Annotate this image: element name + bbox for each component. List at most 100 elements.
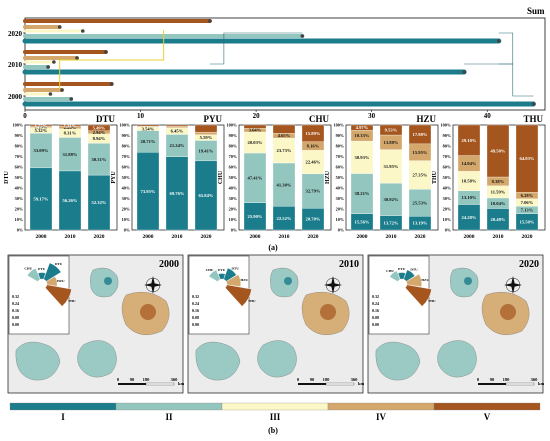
stack-label-THU-2000-V: 29.10% (462, 138, 477, 143)
radial-label-2010-THU: THU (248, 299, 256, 303)
stack-label-CHU-2000-I: 25.90% (248, 214, 263, 219)
radial-tick-2010-4: 0.00 (192, 322, 199, 327)
stack-seg-CHU-2020-V (301, 124, 325, 142)
sum-xtick-20: 20 (253, 112, 261, 120)
panel-ytick-CHU-3: 30% (229, 196, 237, 201)
panel-ytick-THU-10: 100% (441, 123, 451, 128)
panel-ytick-HZU-9: 90% (336, 133, 344, 138)
map-region-2000-2 (90, 267, 119, 298)
panel-ytick-THU-8: 80% (443, 144, 451, 149)
sum-bar-end-2020-III (80, 29, 85, 33)
radial-tick-2010-1: 0.24 (192, 301, 199, 306)
panel-xtick-PYU-2020: 2020 (201, 234, 212, 240)
panel-ytick-DTU-10: 100% (13, 123, 23, 128)
panel-ytick-PYU-8: 80% (122, 144, 130, 149)
map-hotspot-2000 (140, 304, 156, 320)
panel-ytick-HZU-1: 10% (336, 217, 344, 222)
radial-sector-2000-THU (45, 284, 72, 307)
scale-tick-2000-0: 0 (117, 377, 120, 382)
stack-label-CHU-2020-III: 22.46% (306, 160, 321, 165)
stack-label-PYU-2000-III: 3.54% (142, 126, 155, 131)
panel-xtick-THU-2000: 2000 (464, 234, 475, 240)
stack-seg-PYU-2020-IV (194, 131, 218, 135)
scale-tick-2020-2: 180 (503, 377, 511, 382)
panel-ytick-DTU-7: 70% (15, 154, 23, 159)
stack-label-DTU-2020-II: 30.31% (92, 157, 107, 162)
scale-tick-2020-3: 360 (531, 377, 539, 382)
stack-seg-THU-2010-V (486, 124, 510, 178)
stack-label-DTU-2000-II: 33.09% (34, 148, 49, 153)
panel-ytick-THU-0: 0% (445, 228, 451, 233)
sum-bar-end-2000-II (69, 97, 74, 101)
radial-label-2020-CHU: CHU (386, 269, 394, 273)
stack-seg-HZU-2010-V (379, 124, 403, 136)
radial-tick-2000-0: 0.32 (12, 294, 19, 299)
panel-ytick-THU-1: 10% (443, 217, 451, 222)
stack-label-HZU-2020-II: 25.53% (413, 200, 428, 205)
legend-swatch-II (115, 402, 223, 411)
panel-ytick-HZU-5: 50% (336, 175, 344, 180)
panel-ytick-THU-3: 30% (443, 196, 451, 201)
radial-sector-2020-PYU (397, 272, 406, 280)
sum-bar-end-2020-II (300, 34, 305, 38)
stack-label-PYU-2000-I: 73.95% (141, 189, 156, 194)
stack-label-DTU-2000-III: 5.32% (35, 128, 48, 133)
radial-sector-2020-HZU (406, 273, 422, 287)
panel-ytick-THU-9: 90% (443, 133, 451, 138)
sum-ytick-2020: 2020 (8, 30, 23, 38)
radial-label-2020-PYU: PYU (398, 267, 406, 271)
panel-ylabel-THU: THU (432, 170, 438, 184)
stack-label-DTU-2020-III: 8.94% (93, 136, 106, 141)
panel-ytick-THU-4: 40% (443, 186, 451, 191)
sum-bar-end-2010-I (462, 70, 466, 74)
legend-swatch-I (9, 402, 117, 411)
scale-tick-2000-2: 180 (143, 377, 151, 382)
panel-ytick-HZU-4: 40% (336, 186, 344, 191)
stack-label-THU-2020-II: 7.13% (521, 208, 534, 213)
stack-label-HZU-2010-IV: 13.88% (384, 140, 399, 145)
radial-sector-2020-CHU (389, 270, 401, 282)
panel-ytick-THU-2: 20% (443, 207, 451, 212)
stack-label-CHU-2010-III: 23.73% (277, 148, 292, 153)
radial-tick-2000-4: 0.00 (12, 322, 19, 327)
panel-title-DTU: DTU (96, 114, 116, 124)
scale-tick-2020-0: 0 (477, 377, 480, 382)
panel-ytick-PYU-10: 100% (120, 123, 130, 128)
radial-sector-2000-HZU (46, 276, 58, 287)
legend-label-I: I (61, 412, 65, 422)
panel-ytick-PYU-2: 20% (122, 207, 130, 212)
scale-tick-2020-1: 90 (490, 377, 495, 382)
panel-ytick-CHU-8: 80% (229, 144, 237, 149)
panel-ytick-CHU-10: 100% (227, 123, 237, 128)
stack-label-DTU-2000-V: 1.27% (35, 123, 48, 128)
stack-seg-DTU-2020-V (87, 124, 111, 131)
panel-xtick-THU-2010: 2010 (493, 234, 504, 240)
stack-label-HZU-2000-II: 38.21% (355, 191, 370, 196)
sum-bar-end-2020-V (208, 19, 212, 23)
scale-unit-2010: km (358, 381, 365, 386)
panel-ytick-HZU-10: 100% (334, 123, 344, 128)
panel-ytick-PYU-7: 70% (122, 154, 130, 159)
stack-label-THU-2020-I: 15.50% (520, 219, 535, 224)
legend-label-II: II (165, 412, 173, 422)
radial-sector-2010-CHU (208, 269, 221, 282)
stacked-panel-DTU: DTU DTU 0% 10% 20% 30% 40% 50% 60% 70% 80% 90% 100% 5… (4, 114, 118, 240)
sum-ytick-2000: 2000 (8, 93, 23, 101)
panel-ytick-CHU-5: 50% (229, 175, 237, 180)
scale-tick-2010-0: 0 (297, 377, 300, 382)
scale-tick-2000-1: 90 (130, 377, 135, 382)
radial-label-2020-HZU: HZU (421, 278, 429, 282)
stack-label-CHU-2020-I: 20.70% (306, 217, 321, 222)
scale-bar-b-2000 (145, 382, 175, 386)
stack-label-HZU-2010-III: 31.95% (384, 164, 399, 169)
radial-label-2000-THU: THU (68, 299, 76, 303)
panel-ytick-HZU-3: 30% (336, 196, 344, 201)
stack-label-HZU-2010-I: 13.72% (384, 220, 399, 225)
scale-bar-b-2010 (325, 382, 355, 386)
stack-label-PYU-2000-II: 20.71% (141, 139, 156, 144)
stack-label-PYU-2020-I: 65.84% (199, 193, 214, 198)
sum-bar-end-2000-IV (60, 88, 64, 92)
stack-label-THU-2010-II: 10.04% (491, 201, 506, 206)
stack-label-CHU-2020-V: 15.89% (306, 131, 321, 136)
panel-ytick-HZU-2: 20% (336, 207, 344, 212)
